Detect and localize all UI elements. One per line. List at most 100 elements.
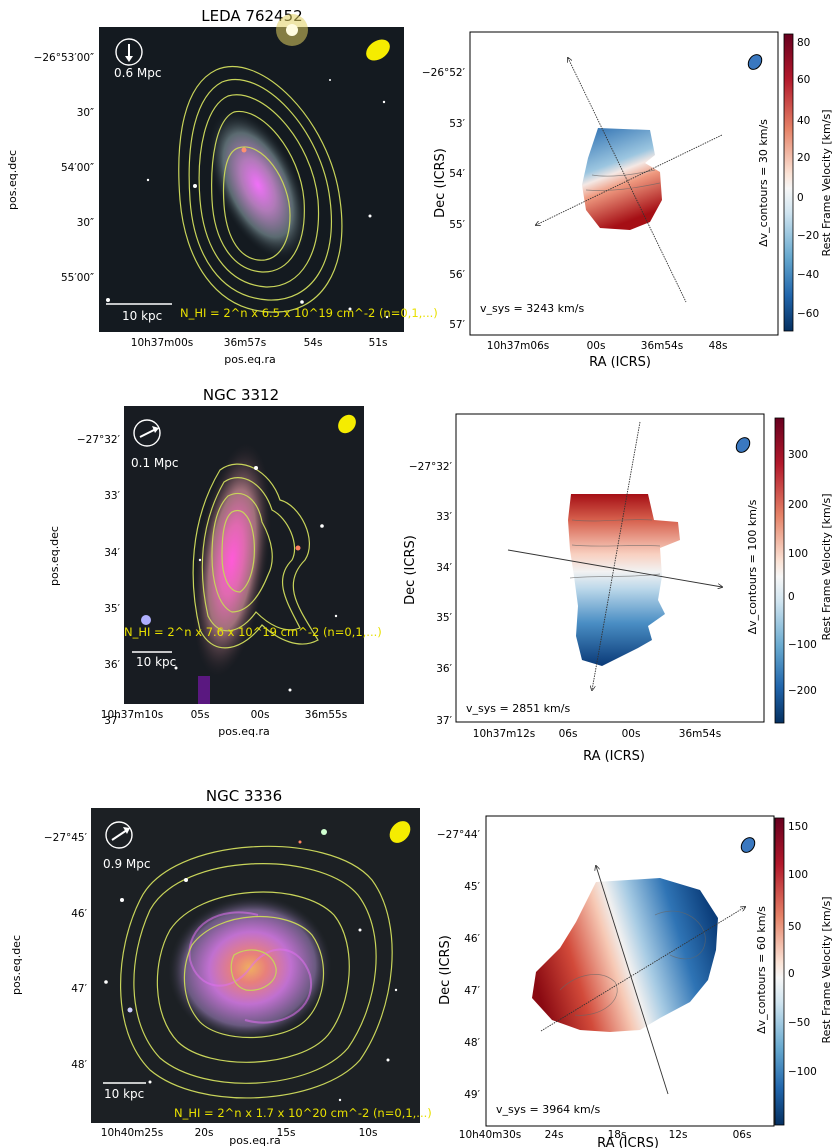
velocity-ylabel-2: Dec (ICRS) [403,535,418,605]
svg-text:15s: 15s [277,1127,296,1139]
svg-text:56′: 56′ [449,269,465,281]
compass-circle-3 [105,821,133,849]
svg-text:10s: 10s [359,1127,378,1139]
colorbar-1 [783,33,794,332]
svg-text:0: 0 [788,968,795,980]
velocity-field-2 [568,494,680,666]
scale-bar-label-3: 10 kpc [104,1087,144,1101]
svg-text:55′00″: 55′00″ [61,272,94,284]
svg-text:48′: 48′ [464,1037,480,1049]
svg-text:57′: 57′ [449,319,465,331]
svg-text:36m54s: 36m54s [679,728,721,740]
vsys-label-1: v_sys = 3243 km/s [480,302,584,315]
velocity-ra-ticks-1: 10h37m06s 00s 36m54s 48s [487,340,728,352]
title-ngc-3336: NGC 3336 [206,787,282,805]
velocity-field-1 [582,128,662,230]
svg-text:48s: 48s [709,340,728,352]
svg-text:10h40m30s: 10h40m30s [459,1129,521,1141]
svg-text:20s: 20s [195,1127,214,1139]
beam-ellipse-3 [389,821,411,843]
svg-text:46′: 46′ [71,908,87,920]
compass-circle-1 [115,38,143,66]
svg-text:−200: −200 [788,685,817,697]
svg-text:54′00″: 54′00″ [61,162,94,174]
svg-text:12s: 12s [669,1129,688,1141]
svg-text:06s: 06s [559,728,578,740]
stars-3 [104,829,398,1102]
velocity-panel-2: v_sys = 2851 km/s [455,413,765,723]
svg-text:00s: 00s [622,728,641,740]
svg-text:49′: 49′ [464,1089,480,1101]
colorbar-ticks-2: 300 200 100 0 −100 −200 [788,449,817,697]
optical-ra-ticks-1: 10h37m00s 36m57s 54s 51s [131,337,388,349]
optical-ylabel-3: pos.eq.dec [10,935,23,995]
nhi-label-2: N_HI = 2^n x 7.6 x 10^19 cm^-2 (n=0,1,..… [124,625,382,639]
velocity-dec-ticks-1: −26°52′ 53′ 54′ 55′ 56′ 57′ [422,67,466,331]
optical-dec-ticks-3: −27°45′ 46′ 47′ 48′ [44,832,88,1071]
svg-text:55′: 55′ [449,219,465,231]
svg-text:05s: 05s [191,709,210,721]
svg-text:30″: 30″ [77,107,94,119]
svg-text:−50: −50 [788,1017,810,1029]
svg-text:−40: −40 [797,269,819,281]
compass-arrowhead-2 [152,426,159,433]
velocity-ylabel-1: Dec (ICRS) [433,148,448,218]
svg-text:100: 100 [788,548,808,560]
svg-text:36m57s: 36m57s [224,337,266,349]
contour-step-label-2: Δv_contours = 100 km/s [746,499,759,634]
svg-text:−26°52′: −26°52′ [422,67,466,79]
svg-text:36m54s: 36m54s [641,340,683,352]
nhi-label-1: N_HI = 2^n x 6.5 x 10^19 cm^-2 (n=0,1,..… [180,306,438,320]
svg-text:48′: 48′ [71,1059,87,1071]
optical-panel-1: 0.6 Mpc 10 kpc N_HI = 2^n x 6.5 x 10^19 … [99,14,438,332]
vsys-label-2: v_sys = 2851 km/s [466,702,570,715]
colorbar-3 [774,817,785,1126]
major-axis-1 [568,58,687,303]
galaxy-leda-762452 [208,110,308,260]
svg-text:47′: 47′ [464,985,480,997]
hi-contours-1 [178,65,343,313]
svg-text:60: 60 [797,74,810,86]
artifact-2 [198,676,210,704]
svg-text:33′: 33′ [436,511,452,523]
minor-axis-1 [536,134,723,225]
minor-axis-2 [507,549,722,587]
contour-step-label-1: Δv_contours = 30 km/s [757,119,770,247]
velocity-xlabel-2: RA (ICRS) [583,749,645,764]
svg-text:06s: 06s [733,1129,752,1141]
colorbar-label-3: Rest Frame Velocity [km/s] [820,897,833,1044]
svg-text:36m55s: 36m55s [305,709,347,721]
beam-ellipse-1 [366,39,390,61]
optical-xlabel-2: pos.eq.ra [218,725,269,738]
hi-contours-3 [120,845,393,1099]
svg-text:−20: −20 [797,230,819,242]
svg-text:0: 0 [788,591,795,603]
nhi-label-3: N_HI = 2^n x 1.7 x 10^20 cm^-2 (n=0,1,..… [174,1106,432,1120]
svg-text:35′: 35′ [436,612,452,624]
svg-text:200: 200 [788,499,808,511]
svg-text:10h37m00s: 10h37m00s [131,337,193,349]
optical-panel-3: 0.9 Mpc 10 kpc N_HI = 2^n x 1.7 x 10^20 … [91,808,432,1123]
optical-panel-2: 0.1 Mpc 10 kpc N_HI = 2^n x 7.6 x 10^19 … [124,406,382,704]
vsys-label-3: v_sys = 3964 km/s [496,1103,600,1116]
svg-text:33′: 33′ [104,490,120,502]
svg-text:−26°53′00″: −26°53′00″ [34,52,95,64]
svg-text:47′: 47′ [71,983,87,995]
compass-arrow-3 [111,829,128,841]
svg-text:34′: 34′ [436,562,452,574]
optical-dec-ticks-1: −26°53′00″ 30″ 54′00″ 30″ 55′00″ [34,52,95,284]
colorbar-2 [774,417,785,724]
optical-ylabel-2: pos.eq.dec [48,526,61,586]
svg-text:−27°44′: −27°44′ [437,829,481,841]
compass-arrowhead-3 [123,827,130,834]
svg-text:00s: 00s [251,709,270,721]
svg-text:−27°32′: −27°32′ [409,461,453,473]
title-ngc-3312: NGC 3312 [203,386,279,404]
velocity-ylabel-3: Dec (ICRS) [438,935,453,1005]
svg-text:−100: −100 [788,1066,817,1078]
optical-dec-ticks-2: −27°32′ 33′ 34′ 35′ 36′ 37′ [77,434,121,727]
velocity-dec-ticks-3: −27°44′ 45′ 46′ 47′ 48′ 49′ [437,829,481,1101]
scale-bar-label-1: 10 kpc [122,309,162,323]
svg-text:10h37m12s: 10h37m12s [473,728,535,740]
